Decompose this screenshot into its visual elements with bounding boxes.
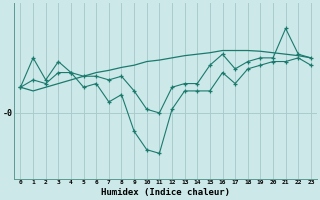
X-axis label: Humidex (Indice chaleur): Humidex (Indice chaleur) bbox=[101, 188, 230, 197]
